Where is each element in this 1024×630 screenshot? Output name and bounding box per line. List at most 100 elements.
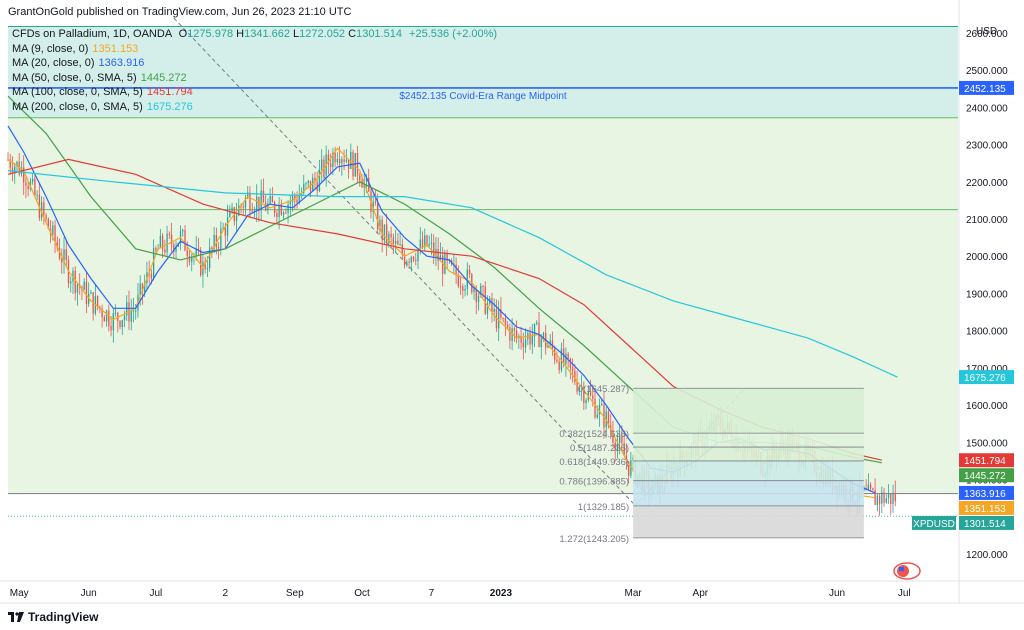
symbol-ohlc-row[interactable]: CFDs on Palladium, 1D, OANDA O1275.978 H… xyxy=(12,27,497,42)
candle-body xyxy=(121,320,123,327)
close-label: C xyxy=(348,28,357,40)
candle-body xyxy=(468,269,471,275)
legend-ma20-label: MA (20, close, 0) xyxy=(12,57,95,70)
candle-body xyxy=(502,317,504,319)
fibonacci-layer: 0(1645.287) 0.382(1524.636) 0.5(1487.236) 0… xyxy=(559,384,864,545)
low-label: L xyxy=(293,28,300,40)
x-tick-label: Apr xyxy=(693,588,709,599)
candle-body xyxy=(262,190,265,203)
candle-body xyxy=(403,254,406,266)
fib-zone-0.786 xyxy=(633,480,864,506)
fib-zone-1 xyxy=(633,505,864,538)
candle-body xyxy=(150,274,153,279)
candle-body xyxy=(119,320,121,327)
candle-body xyxy=(441,255,444,274)
candle-body xyxy=(480,285,482,297)
candle-body xyxy=(457,275,460,287)
candle-body xyxy=(334,152,336,163)
candle-body xyxy=(616,442,619,451)
candle-body xyxy=(186,250,188,257)
candle-body xyxy=(890,493,892,504)
candle-body xyxy=(298,195,300,204)
candle-body xyxy=(603,404,605,428)
candle-body xyxy=(141,283,144,292)
candle-body xyxy=(173,244,175,252)
currency-label: USD xyxy=(976,26,997,37)
candle-body xyxy=(289,202,291,205)
price-label-box xyxy=(959,485,1014,500)
y-tick-label: 2300.000 xyxy=(966,141,1008,152)
candle-body xyxy=(394,240,397,244)
candle-body xyxy=(74,270,76,293)
candle-body xyxy=(329,163,332,167)
candle-body xyxy=(34,178,36,196)
candle-body xyxy=(484,286,486,314)
y-tick-label: 1200.000 xyxy=(966,550,1008,561)
candle-body xyxy=(341,159,343,164)
candle-body xyxy=(392,237,395,244)
candle-body xyxy=(504,318,507,325)
legend-ma200[interactable]: MA (200, close, 0, SMA, 5) 1675.276 xyxy=(12,100,497,115)
candle-body xyxy=(466,269,468,289)
candle-body xyxy=(509,327,511,341)
candle-body xyxy=(52,225,54,235)
candle-body xyxy=(589,392,592,396)
candle-body xyxy=(625,455,628,462)
candle-body xyxy=(9,159,11,168)
candle-body xyxy=(385,224,388,244)
candle-body xyxy=(542,332,545,338)
candle-body xyxy=(271,196,274,203)
candle-body xyxy=(282,212,285,215)
candle-body xyxy=(76,284,79,293)
fib-label-0.786: 0.786(1396.885) xyxy=(559,477,629,488)
candle-body xyxy=(256,196,258,211)
candle-body xyxy=(627,461,630,476)
candle-body xyxy=(231,207,233,211)
fib-label-0.618: 0.618(1449.936) xyxy=(559,457,629,468)
x-tick-label: Jul xyxy=(149,588,162,599)
price-label-box xyxy=(959,468,1014,483)
indicator-legend: CFDs on Palladium, 1D, OANDA O1275.978 H… xyxy=(12,27,497,115)
candle-body xyxy=(885,498,887,503)
price-label-box xyxy=(959,500,1014,515)
candle-body xyxy=(533,323,536,337)
candle-body xyxy=(598,404,601,415)
candle-body xyxy=(247,192,249,198)
candle-body xyxy=(244,197,247,208)
price-label-text: 2452.135 xyxy=(964,84,1006,95)
legend-ma9[interactable]: MA (9, close, 0) 1351.153 xyxy=(12,42,497,57)
candle-body xyxy=(556,359,558,362)
legend-ma20[interactable]: MA (20, close, 0) 1363.916 xyxy=(12,56,497,71)
legend-ma50[interactable]: MA (50, close, 0, SMA, 5) 1445.272 xyxy=(12,71,497,86)
candle-body xyxy=(211,247,213,249)
candle-body xyxy=(567,353,569,359)
candle-body xyxy=(887,493,890,499)
candle-body xyxy=(251,210,253,212)
candle-body xyxy=(365,177,368,182)
legend-ma20-value: 1363.916 xyxy=(98,57,145,70)
candle-body xyxy=(359,175,361,181)
candle-body xyxy=(287,204,289,213)
candle-body xyxy=(345,159,347,162)
tradingview-footer[interactable]: TradingView xyxy=(8,610,98,624)
candle-body xyxy=(54,225,56,243)
open-value: 1275.978 xyxy=(187,28,234,40)
candle-body xyxy=(486,303,489,314)
candle-body xyxy=(166,233,168,253)
candle-body xyxy=(444,253,446,274)
candle-body xyxy=(491,298,493,313)
candle-body xyxy=(45,214,47,219)
candle-body xyxy=(96,295,99,307)
legend-ma100[interactable]: MA (100, close, 0, SMA, 5) 1451.794 xyxy=(12,85,497,100)
price-label-box xyxy=(959,515,1014,530)
fib-zone-0.618 xyxy=(633,460,864,481)
y-tick-label: 2200.000 xyxy=(966,178,1008,189)
candle-body xyxy=(40,202,43,219)
high-label: H xyxy=(236,28,245,40)
y-tick-label: 2100.000 xyxy=(966,215,1008,226)
candle-body xyxy=(208,247,211,269)
candle-body xyxy=(215,234,218,248)
candle-body xyxy=(276,212,278,218)
